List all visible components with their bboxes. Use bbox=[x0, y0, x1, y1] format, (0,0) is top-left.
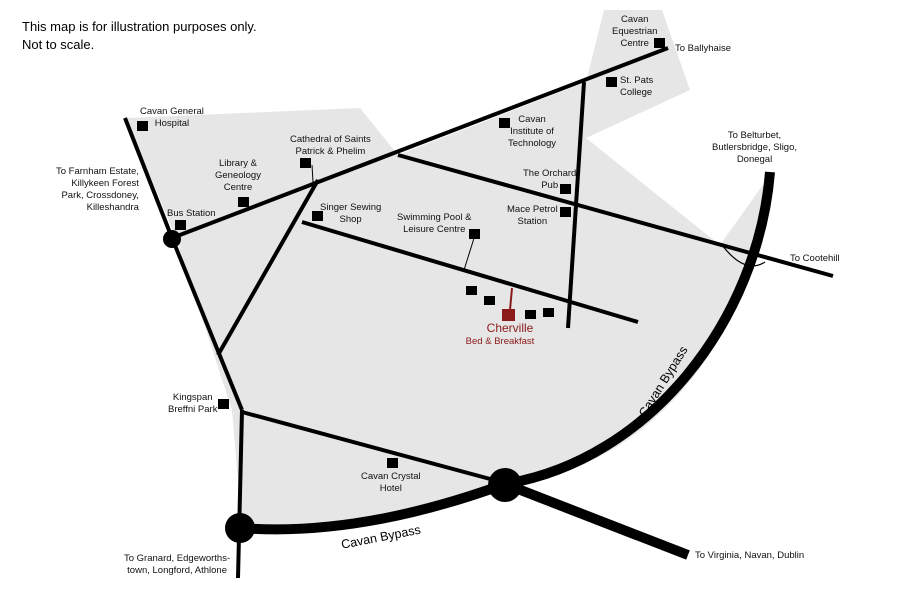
road-southwest bbox=[170, 237, 244, 411]
singer-marker bbox=[312, 211, 323, 221]
road-link-west bbox=[216, 179, 320, 356]
road-diagonal-east bbox=[397, 153, 834, 278]
house-marker bbox=[484, 296, 495, 305]
road-south bbox=[236, 409, 244, 579]
label-singer-sewing-shop: Singer Sewing Shop bbox=[320, 202, 382, 225]
cathedral-marker bbox=[300, 158, 311, 168]
cherville-pointer bbox=[509, 287, 513, 311]
cherville-name: Cherville bbox=[486, 321, 534, 335]
house-marker bbox=[466, 286, 477, 295]
label-to-belturbet: To Belturbet, Butlersbridge, Sligo, Done… bbox=[712, 130, 798, 165]
label-kingspan-breffni-park: Kingspan Breffni Park bbox=[168, 392, 218, 415]
pointer-line-pool bbox=[463, 234, 476, 271]
pointer-line-cathedral bbox=[311, 164, 314, 183]
label-cathedral: Cathedral of Saints Patrick & Phelim bbox=[290, 134, 371, 157]
label-the-orchard-pub: The Orchard Pub bbox=[523, 168, 577, 191]
cavan-bypass bbox=[239, 171, 775, 535]
road-to-virginia bbox=[503, 479, 690, 560]
map-disclaimer: This map is for illustration purposes on… bbox=[22, 18, 257, 54]
disclaimer-line-2: Not to scale. bbox=[22, 37, 95, 52]
road-south-link bbox=[241, 410, 506, 485]
house-marker bbox=[543, 308, 554, 317]
disclaimer-line-1: This map is for illustration purposes on… bbox=[22, 19, 257, 34]
road-main-northeast bbox=[171, 46, 669, 240]
mace-marker bbox=[560, 207, 571, 217]
road-west bbox=[123, 117, 174, 239]
institute-marker bbox=[499, 118, 510, 128]
label-bus-station: Bus Station bbox=[167, 208, 216, 219]
town-area bbox=[126, 10, 770, 530]
bus-station-marker bbox=[175, 220, 186, 230]
cherville-marker bbox=[502, 309, 515, 321]
cherville-subtitle: Bed & Breakfast bbox=[465, 336, 535, 347]
st-pats-marker bbox=[606, 77, 617, 87]
label-cavan-equestrian-centre: Cavan Equestrian Centre bbox=[612, 14, 658, 49]
equestrian-marker bbox=[654, 38, 665, 48]
label-to-cootehill: To Cootehill bbox=[790, 253, 840, 264]
library-marker bbox=[238, 197, 249, 207]
label-library: Library & Geneology Centre bbox=[215, 158, 261, 193]
road-central bbox=[301, 220, 639, 324]
house-marker bbox=[525, 310, 536, 319]
road-north-south bbox=[566, 81, 586, 329]
label-swimming-pool: Swimming Pool & Leisure Centre bbox=[397, 212, 472, 235]
crystal-hotel-marker bbox=[387, 458, 398, 468]
label-to-virginia: To Virginia, Navan, Dublin bbox=[695, 550, 805, 561]
south-roundabout bbox=[225, 513, 255, 543]
breffni-marker bbox=[218, 399, 229, 409]
label-to-farnham: To Farnham Estate, Killykeen Forest Park… bbox=[56, 166, 139, 213]
label-cavan-crystal-hotel: Cavan Crystal Hotel bbox=[361, 471, 421, 494]
label-mace-petrol-station: Mace Petrol Station bbox=[507, 204, 558, 227]
label-to-granard: To Granard, Edgeworths- town, Longford, … bbox=[124, 553, 231, 576]
pool-marker bbox=[469, 229, 480, 239]
hospital-marker bbox=[137, 121, 148, 131]
label-cavan-general-hospital: Cavan General Hospital bbox=[140, 106, 204, 129]
label-cavan-institute-of-technology: Cavan Institute of Technology bbox=[508, 114, 557, 149]
label-st-pats-college: St. Pats College bbox=[620, 75, 654, 98]
bypass-junction-arc bbox=[721, 244, 766, 267]
bus-station-roundabout bbox=[163, 230, 181, 248]
orchard-pub-marker bbox=[560, 184, 571, 194]
label-to-ballyhaise: To Ballyhaise bbox=[675, 43, 731, 54]
bypass-roundabout bbox=[488, 468, 522, 502]
